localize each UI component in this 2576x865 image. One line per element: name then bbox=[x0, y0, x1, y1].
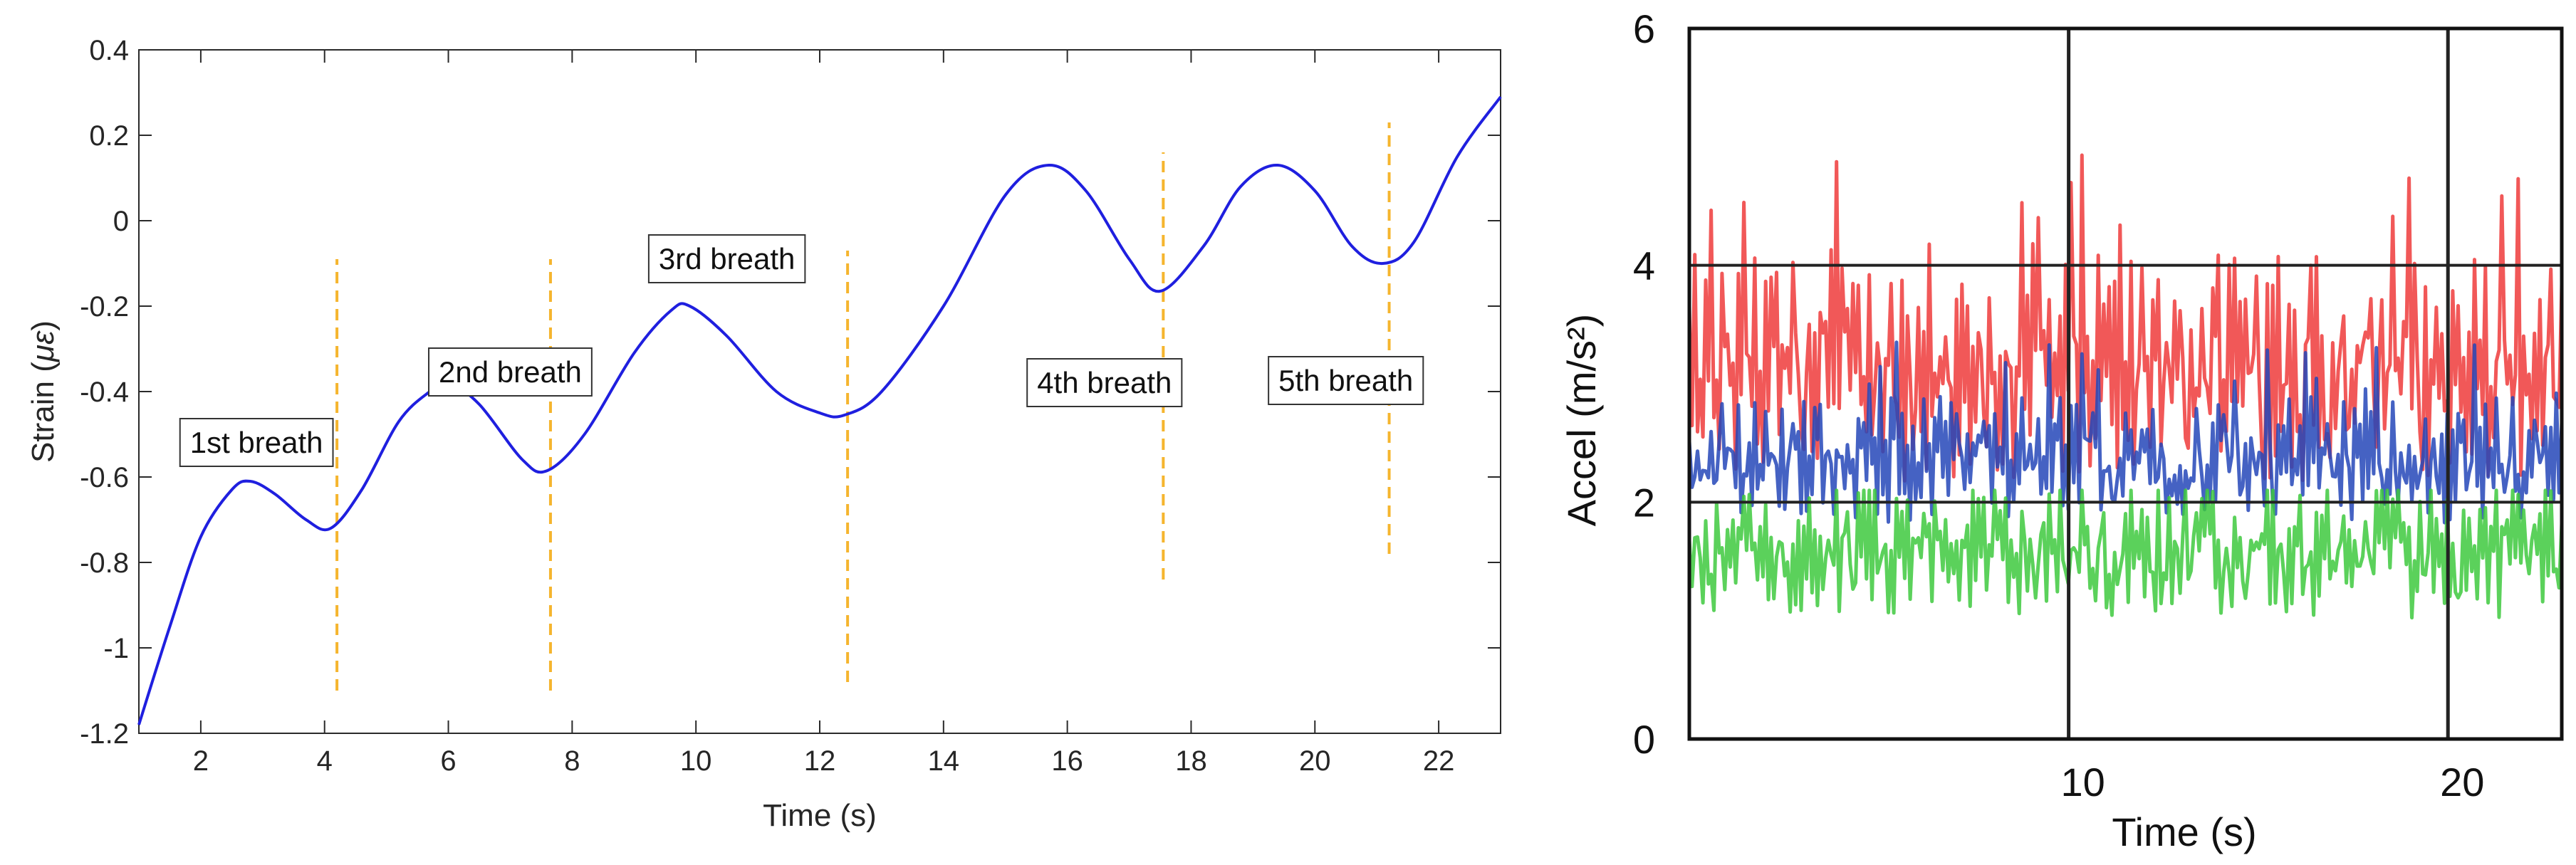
strain-y-tick-label: 0.2 bbox=[89, 120, 129, 152]
strain-y-tick-label: -0.6 bbox=[80, 462, 129, 493]
strain-chart: 0.4 0.2 0 -0.2 -0.4 -0.6 -0.8 -1 -1.2 2 4 6 8 10 12 14… bbox=[26, 35, 1502, 833]
breath-annotation: 1st breath bbox=[179, 418, 334, 467]
accel-frame bbox=[1687, 26, 2564, 741]
strain-y-tick-label: -0.8 bbox=[80, 547, 129, 579]
accel-x-axis-label: Time (s) bbox=[2112, 809, 2256, 854]
breath-annotation: 3rd breath bbox=[647, 234, 806, 283]
accel-chart: 0 2 4 6 10 20 Time (s) Accel (m/s²) bbox=[1559, 6, 2564, 854]
breath-annotation: 5th breath bbox=[1268, 356, 1424, 405]
accel-x-tick-labels: 10 20 bbox=[2060, 760, 2484, 804]
breath-annotation: 2nd breath bbox=[428, 347, 593, 397]
breath-annotation-text: 4th breath bbox=[1037, 366, 1172, 399]
strain-axis-ticks bbox=[139, 49, 1501, 734]
breath-annotation-text: 3rd breath bbox=[659, 242, 795, 276]
accel-line-red bbox=[1687, 153, 2564, 483]
strain-x-tick-label: 16 bbox=[1051, 745, 1083, 777]
accel-line-green bbox=[1687, 488, 2564, 620]
breath-annotation-text: 5th breath bbox=[1278, 364, 1413, 397]
strain-y-tick-label: -0.2 bbox=[80, 291, 129, 323]
breath-annotation-text: 2nd breath bbox=[439, 355, 582, 389]
accel-y-axis-label: Accel (m/s²) bbox=[1559, 314, 1604, 527]
breath-annotation-box bbox=[647, 234, 806, 283]
strain-y-tick-label: 0.4 bbox=[89, 35, 129, 66]
strain-y-axis-label: Strain (με) bbox=[26, 320, 61, 463]
strain-y-tick-label: -0.4 bbox=[80, 377, 129, 408]
strain-x-tick-label: 20 bbox=[1299, 745, 1331, 777]
breath-annotation-box bbox=[179, 418, 334, 467]
strain-x-tick-label: 22 bbox=[1423, 745, 1455, 777]
breath-annotation: 4th breath bbox=[1026, 358, 1183, 407]
accel-y-tick-labels: 0 2 4 6 bbox=[1633, 6, 1655, 762]
strain-y-label-suffix: ) bbox=[26, 320, 61, 331]
strain-x-tick-labels: 2 4 6 8 10 12 14 16 18 20 22 bbox=[193, 745, 1455, 777]
strain-line bbox=[137, 95, 1502, 725]
strain-y-label-prefix: Strain ( bbox=[26, 362, 61, 463]
breath-annotation-box bbox=[1268, 356, 1424, 405]
accel-y-tick-label: 4 bbox=[1633, 243, 1655, 288]
strain-x-tick-label: 10 bbox=[680, 745, 712, 777]
accel-y-tick-label: 0 bbox=[1633, 717, 1655, 762]
accel-series bbox=[1687, 153, 2564, 620]
breath-annotation-box bbox=[1026, 358, 1183, 407]
strain-x-tick-label: 2 bbox=[193, 745, 209, 777]
strain-x-axis-label: Time (s) bbox=[763, 798, 877, 833]
breath-annotation-text: 1st breath bbox=[190, 426, 323, 459]
strain-x-tick-label: 8 bbox=[564, 745, 580, 777]
accel-frame-rect bbox=[1687, 26, 2564, 741]
strain-x-tick-label: 6 bbox=[440, 745, 456, 777]
strain-y-label-unit: με bbox=[26, 330, 61, 362]
strain-y-tick-label: 0 bbox=[113, 206, 129, 237]
accel-x-tick-label: 10 bbox=[2060, 760, 2105, 804]
strain-y-tick-label: -1.2 bbox=[80, 718, 129, 750]
strain-series bbox=[137, 95, 1502, 725]
strain-y-tick-labels: 0.4 0.2 0 -0.2 -0.4 -0.6 -0.8 -1 -1.2 bbox=[80, 35, 129, 750]
strain-y-tick-label: -1 bbox=[103, 633, 129, 664]
strain-x-tick-label: 18 bbox=[1175, 745, 1207, 777]
accel-x-tick-label: 20 bbox=[2440, 760, 2484, 804]
accel-y-tick-label: 2 bbox=[1633, 480, 1655, 525]
strain-x-tick-label: 14 bbox=[928, 745, 960, 777]
strain-x-tick-label: 12 bbox=[804, 745, 836, 777]
accel-y-tick-label: 6 bbox=[1633, 6, 1655, 51]
strain-x-tick-label: 4 bbox=[317, 745, 333, 777]
breath-annotation-box bbox=[428, 347, 593, 397]
accel-grid bbox=[1689, 28, 2562, 739]
breath-annotations: 1st breath 2nd breath 3rd breath 4th breath… bbox=[179, 234, 1424, 467]
